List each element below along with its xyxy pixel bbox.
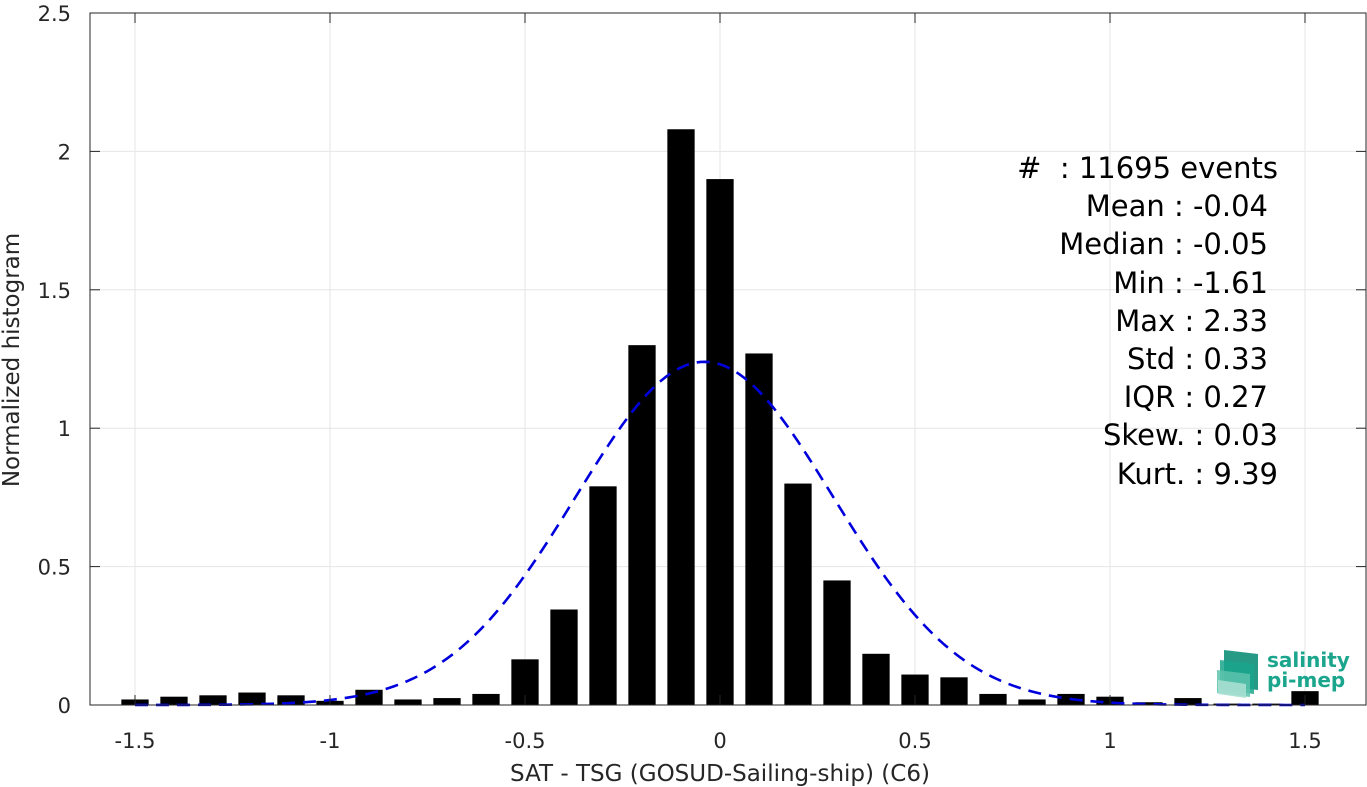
stats-iqr: IQR : 0.27 (1124, 380, 1268, 414)
y-tick-label: 2 (58, 140, 71, 164)
x-tick-label: 1 (1103, 729, 1116, 753)
y-tick-label: 1 (58, 417, 71, 441)
stats-std: Std : 0.33 (1127, 342, 1268, 376)
logo-text-salinity: salinity (1267, 648, 1350, 672)
histogram-bars (121, 129, 1319, 706)
histogram-bar (199, 695, 227, 705)
histogram-bar (355, 689, 383, 705)
y-tick-label: 0 (58, 694, 71, 718)
y-tick-label: 0.5 (38, 556, 71, 580)
histogram-bar (667, 129, 695, 706)
histogram-bar (940, 677, 968, 705)
histogram-bar (979, 693, 1007, 705)
stats-kurtosis: Kurt. : 9.39 (1117, 457, 1278, 491)
x-tick-label: -0.5 (505, 729, 546, 753)
histogram-bar (277, 695, 305, 705)
histogram-bar (823, 580, 851, 705)
stats-annotation: # : 11695 events Mean : -0.04 Median : -… (1017, 151, 1278, 491)
histogram-bar (238, 692, 266, 705)
stats-skewness: Skew. : 0.03 (1103, 418, 1278, 452)
histogram-bar (628, 345, 656, 705)
histogram-bar (1135, 702, 1163, 705)
salinity-pimep-logo: salinity pi-mep (1217, 648, 1350, 698)
x-tick-label: -1.5 (115, 729, 156, 753)
y-tick-label: 1.5 (38, 279, 71, 303)
y-axis-title: Normalized histogram (0, 233, 25, 487)
x-axis-ticks: -1.5 -1 -0.5 0 0.5 1 1.5 (115, 13, 1322, 753)
histogram-bar (433, 698, 461, 705)
x-tick-label: -1 (320, 729, 341, 753)
logo-text-pi-mep: pi-mep (1267, 668, 1345, 692)
wave-logo-icon (1217, 650, 1258, 698)
stats-min: Min : -1.61 (1113, 266, 1268, 300)
x-tick-label: 0.5 (898, 729, 931, 753)
y-tick-label: 2.5 (38, 2, 71, 26)
stats-median: Median : -0.05 (1059, 227, 1268, 261)
histogram-bar (745, 353, 773, 705)
x-tick-label: 0 (713, 729, 726, 753)
stats-max: Max : 2.33 (1115, 304, 1268, 338)
histogram-bar (1174, 698, 1202, 705)
x-tick-label: 1.5 (1288, 729, 1321, 753)
histogram-bar (160, 696, 188, 705)
histogram-bar (472, 693, 500, 705)
histogram-bar (589, 486, 617, 705)
histogram-bar (550, 609, 578, 705)
histogram-bar (1018, 699, 1046, 705)
x-axis-title: SAT - TSG (GOSUD-Sailing-ship) (C6) (510, 761, 930, 787)
stats-mean: Mean : -0.04 (1086, 189, 1268, 223)
stats-event-count: # : 11695 events (1017, 151, 1278, 185)
histogram-bar (394, 699, 422, 705)
y-axis-ticks: 0 0.5 1 1.5 2 2.5 (38, 2, 1366, 718)
plot-box (89, 12, 1367, 706)
histogram-bar (862, 653, 890, 705)
histogram-bar (784, 483, 812, 705)
histogram-bar (706, 179, 734, 705)
